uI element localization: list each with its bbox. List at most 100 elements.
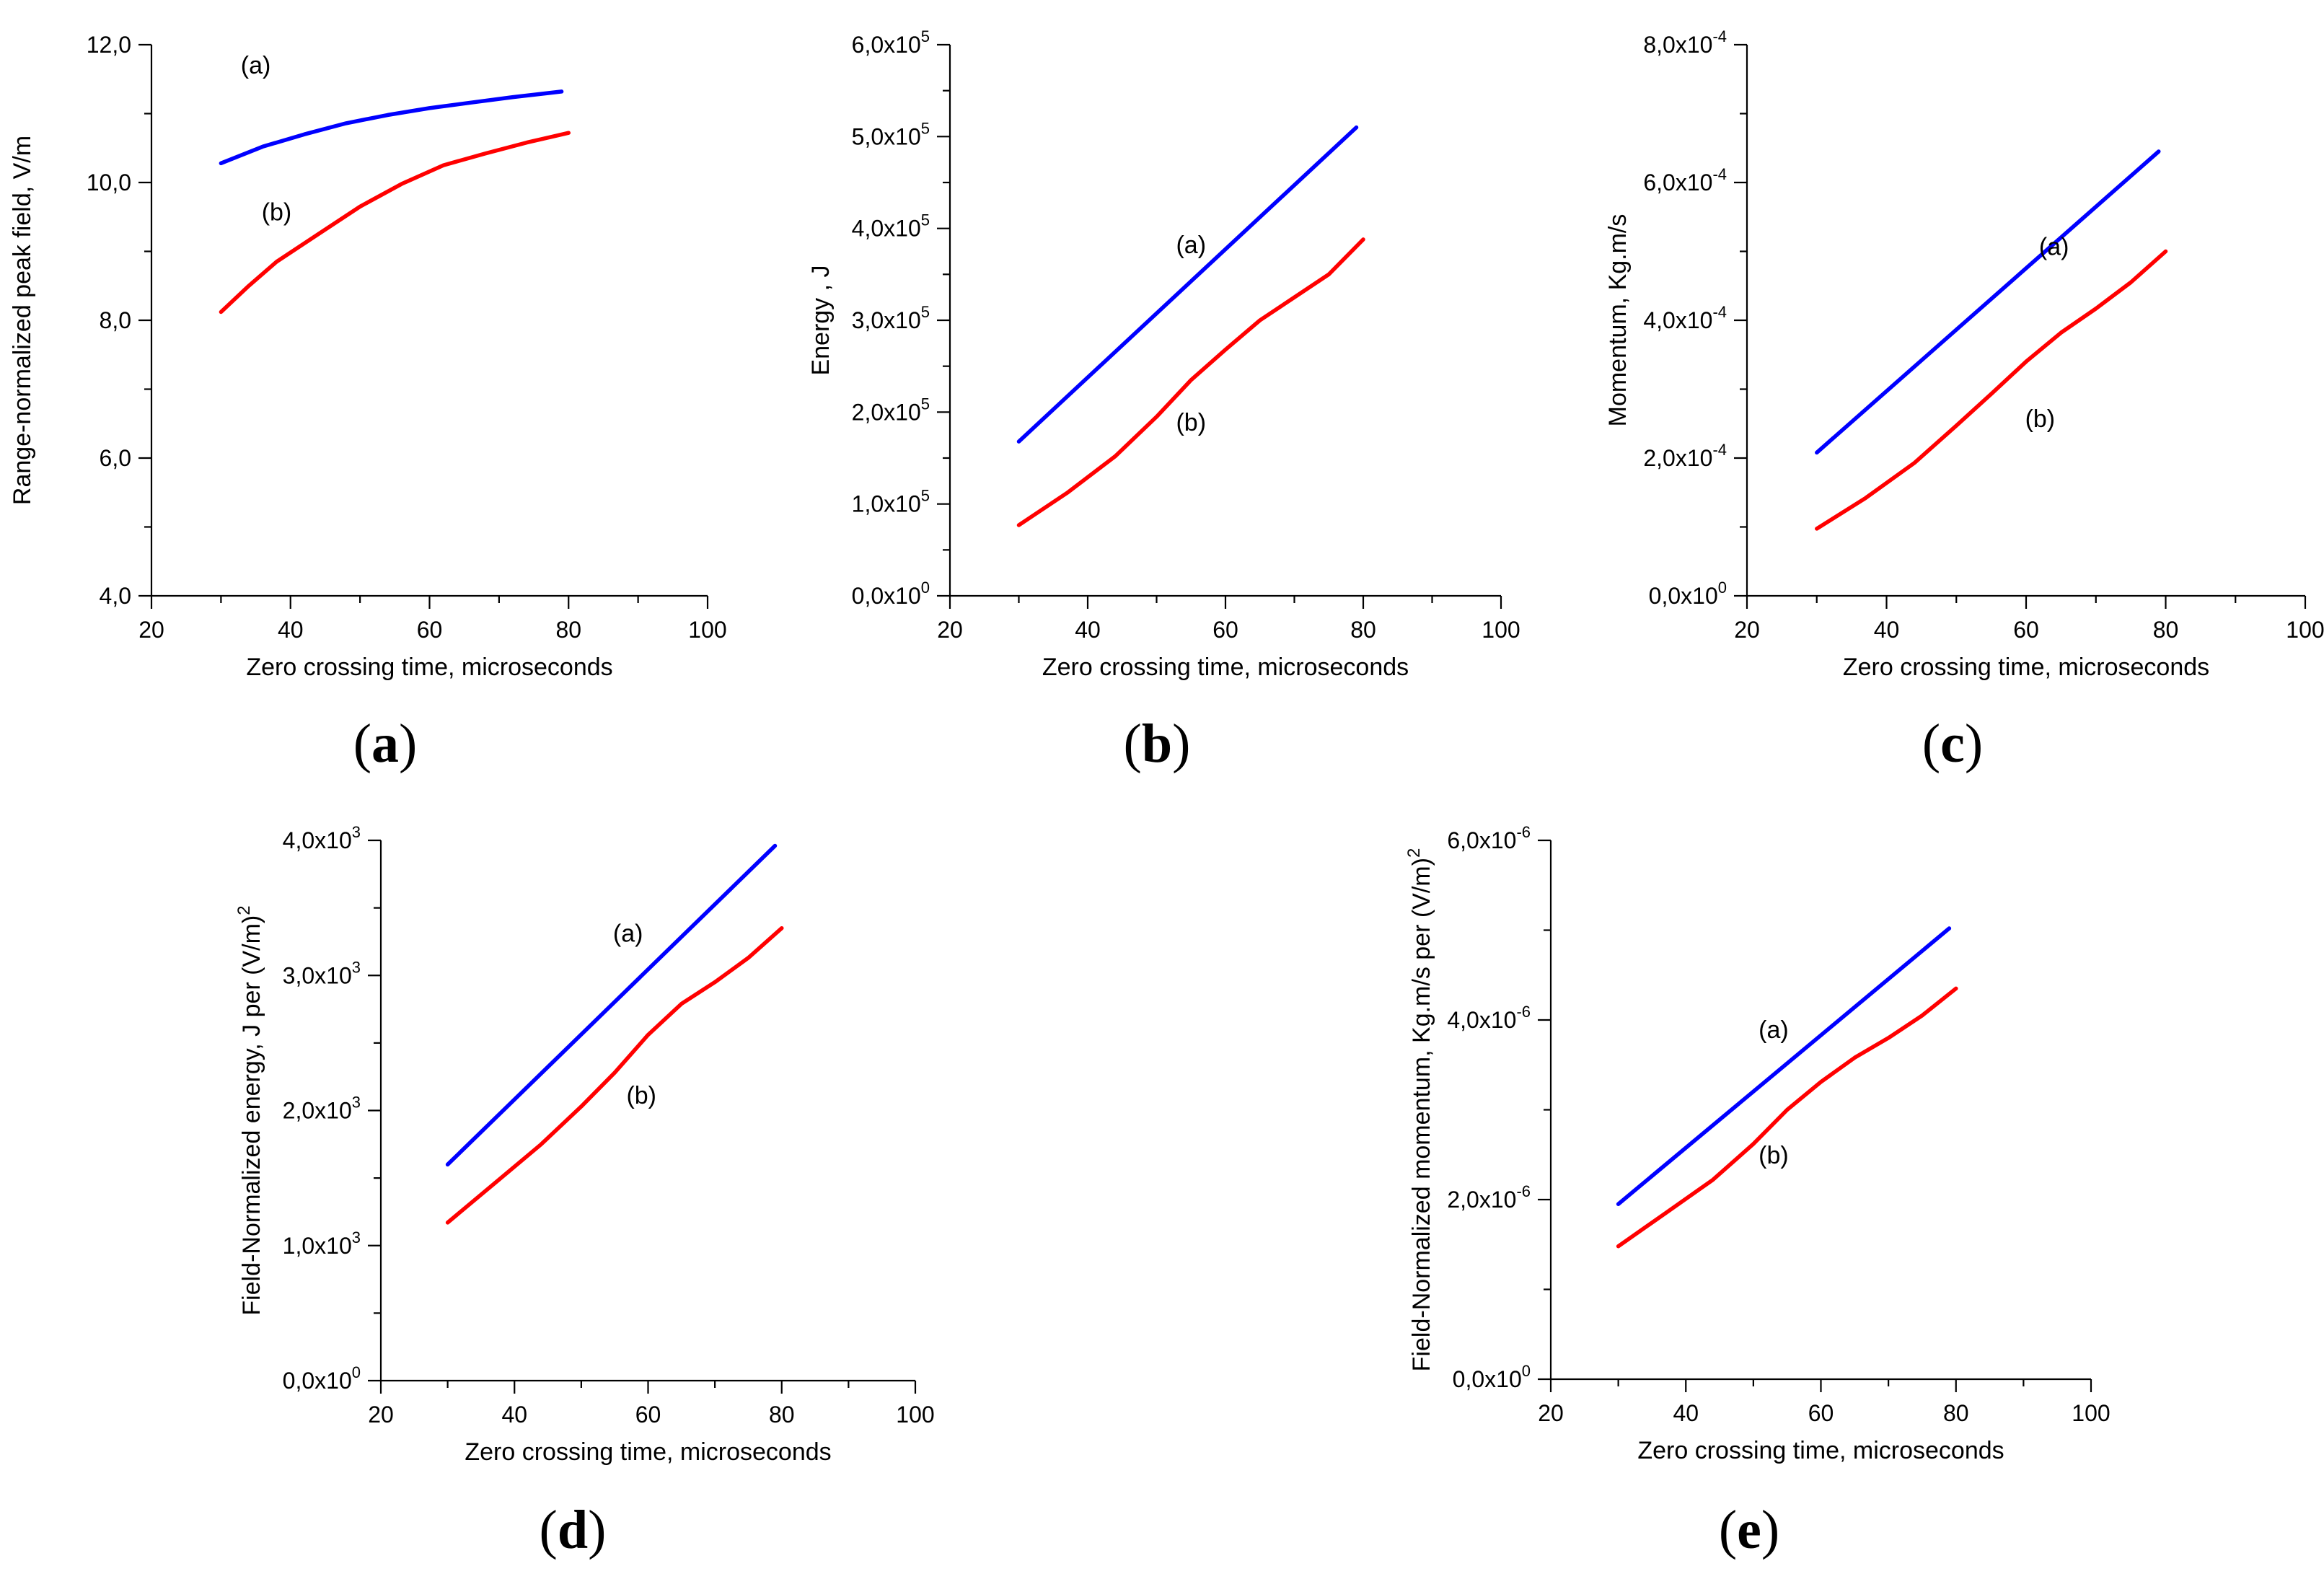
y-tick-exponent: 3 <box>352 1094 361 1112</box>
curve-label-a: (a) <box>241 52 271 79</box>
y-tick-mantissa: 4,0x10 <box>283 827 352 853</box>
y-tick-label: 8,0x10-4 <box>1643 27 1727 58</box>
y-tick-mantissa: 1,0x10 <box>852 491 921 517</box>
x-tick-label: 100 <box>896 1402 934 1428</box>
panel-caption: (c) <box>1922 713 1983 774</box>
y-tick-exponent: -6 <box>1516 1003 1531 1021</box>
y-axis-title-superscript: 2 <box>234 905 254 915</box>
y-axis-title-text: Momentum, Kg.m/s <box>1604 214 1632 427</box>
x-axis-title: Zero crossing time, microseconds <box>1637 1437 2004 1464</box>
y-axis-title: Momentum, Kg.m/s <box>1604 214 1632 427</box>
caption-open-paren: ( <box>1922 713 1940 774</box>
y-axis-title-superscript: 2 <box>1404 848 1424 858</box>
x-tick-label: 40 <box>1673 1400 1699 1426</box>
y-tick-label: 6,0x105 <box>852 27 930 58</box>
y-tick-label: 4,0x10-4 <box>1643 303 1727 333</box>
y-tick-exponent: 3 <box>352 823 361 841</box>
caption-open-paren: ( <box>1124 713 1142 774</box>
panel-caption: (e) <box>1719 1500 1779 1560</box>
panel-caption: (b) <box>1124 713 1191 774</box>
x-tick-label: 60 <box>1212 617 1238 643</box>
caption-close-paren: ) <box>588 1500 606 1560</box>
y-tick-label: 4,0x103 <box>283 823 361 853</box>
y-tick-exponent: 5 <box>921 119 930 137</box>
y-tick-mantissa: 12,0 <box>87 32 131 58</box>
y-axis-title: Field-Normalized momentum, Kg.m/s per (V… <box>1404 848 1435 1372</box>
y-tick-label: 0,0x100 <box>852 579 930 609</box>
y-tick-label: 0,0x100 <box>283 1363 361 1394</box>
panel-c: 20 40 60 80 1000,0x1002,0x10-44,0x10-46,0x10… <box>1604 27 2324 774</box>
y-axis-title: Range-normalized peak field, V/m <box>9 136 36 505</box>
y-tick-label: 6,0x10-6 <box>1447 823 1531 853</box>
x-tick-label: 80 <box>2153 617 2179 643</box>
x-tick-label: 20 <box>368 1402 394 1428</box>
caption-letter: c <box>1940 713 1965 774</box>
x-tick-label: 60 <box>417 617 443 643</box>
y-tick-label: 12,0 <box>87 32 131 58</box>
y-tick-mantissa: 4,0 <box>100 583 131 609</box>
y-tick-label: 0,0x100 <box>1453 1362 1531 1392</box>
y-tick-exponent: 5 <box>921 395 930 413</box>
series-line-b <box>445 925 784 1225</box>
curve-label-b: (b) <box>626 1082 656 1109</box>
y-tick-mantissa: 6,0x10 <box>1447 827 1516 853</box>
caption-close-paren: ) <box>1761 1500 1779 1560</box>
y-tick-label: 3,0x105 <box>852 303 930 333</box>
caption-letter: b <box>1142 713 1172 774</box>
y-tick-mantissa: 5,0x10 <box>852 123 921 149</box>
x-tick-label: 20 <box>1538 1400 1564 1426</box>
y-tick-label: 4,0x105 <box>852 211 930 242</box>
x-tick-label: 20 <box>138 617 164 643</box>
y-tick-mantissa: 6,0x10 <box>1643 170 1712 195</box>
y-tick-exponent: 0 <box>352 1363 361 1381</box>
series-line-a <box>1016 125 1359 444</box>
curve-label-b: (b) <box>1176 409 1206 436</box>
panel-d: 20 40 60 80 1000,0x1001,0x1032,0x1033,0x1034… <box>234 823 935 1560</box>
y-tick-mantissa: 0,0x10 <box>283 1368 352 1394</box>
y-tick-mantissa: 1,0x10 <box>283 1233 352 1259</box>
y-tick-label: 4,0x10-6 <box>1447 1003 1531 1033</box>
caption-letter: e <box>1737 1500 1761 1560</box>
y-tick-label: 2,0x103 <box>283 1094 361 1124</box>
y-tick-mantissa: 8,0 <box>100 307 131 333</box>
y-tick-label: 2,0x105 <box>852 395 930 425</box>
curve-label-a: (a) <box>1176 232 1206 259</box>
x-axis-title: Zero crossing time, microseconds <box>1042 654 1409 681</box>
x-tick-label: 100 <box>1482 617 1520 643</box>
x-tick-label: 100 <box>2286 617 2324 643</box>
y-tick-exponent: 0 <box>1522 1362 1531 1380</box>
y-tick-mantissa: 2,0x10 <box>1447 1187 1516 1213</box>
y-tick-mantissa: 6,0x10 <box>852 32 921 58</box>
y-tick-mantissa: 4,0x10 <box>1447 1007 1516 1033</box>
caption-close-paren: ) <box>399 713 417 774</box>
y-tick-mantissa: 2,0x10 <box>852 399 921 425</box>
series-line-b <box>219 131 571 315</box>
y-tick-exponent: -6 <box>1516 1182 1531 1200</box>
curve-label-a: (a) <box>1759 1016 1789 1044</box>
x-axis-title: Zero crossing time, microseconds <box>246 654 612 681</box>
y-tick-label: 10,0 <box>87 170 131 195</box>
y-tick-exponent: 5 <box>921 211 930 229</box>
y-tick-label: 2,0x10-6 <box>1447 1182 1531 1213</box>
y-tick-label: 8,0 <box>100 307 131 333</box>
x-tick-label: 60 <box>1808 1400 1834 1426</box>
y-axis-title-text: Field-Normalized energy, J per (V/m) <box>238 915 265 1316</box>
y-tick-mantissa: 2,0x10 <box>1643 445 1712 471</box>
x-tick-label: 100 <box>688 617 726 643</box>
x-tick-label: 80 <box>1350 617 1376 643</box>
y-axis-title-text: Energy , J <box>807 265 835 375</box>
y-tick-exponent: 5 <box>921 487 930 505</box>
x-tick-label: 80 <box>1943 1400 1969 1426</box>
y-tick-exponent: 0 <box>1718 579 1727 597</box>
panel-e: 20 40 60 80 1000,0x1002,0x10-64,0x10-66,0x10… <box>1404 823 2110 1560</box>
x-tick-label: 40 <box>278 617 304 643</box>
curve-label-a: (a) <box>2039 233 2069 260</box>
series-line-a <box>1616 926 1952 1206</box>
y-tick-exponent: 5 <box>921 27 930 45</box>
y-tick-exponent: -4 <box>1712 303 1727 321</box>
caption-close-paren: ) <box>1172 713 1190 774</box>
y-tick-mantissa: 6,0 <box>100 445 131 471</box>
y-tick-exponent: -6 <box>1516 823 1531 841</box>
caption-open-paren: ( <box>540 1500 558 1560</box>
x-tick-label: 20 <box>1734 617 1760 643</box>
